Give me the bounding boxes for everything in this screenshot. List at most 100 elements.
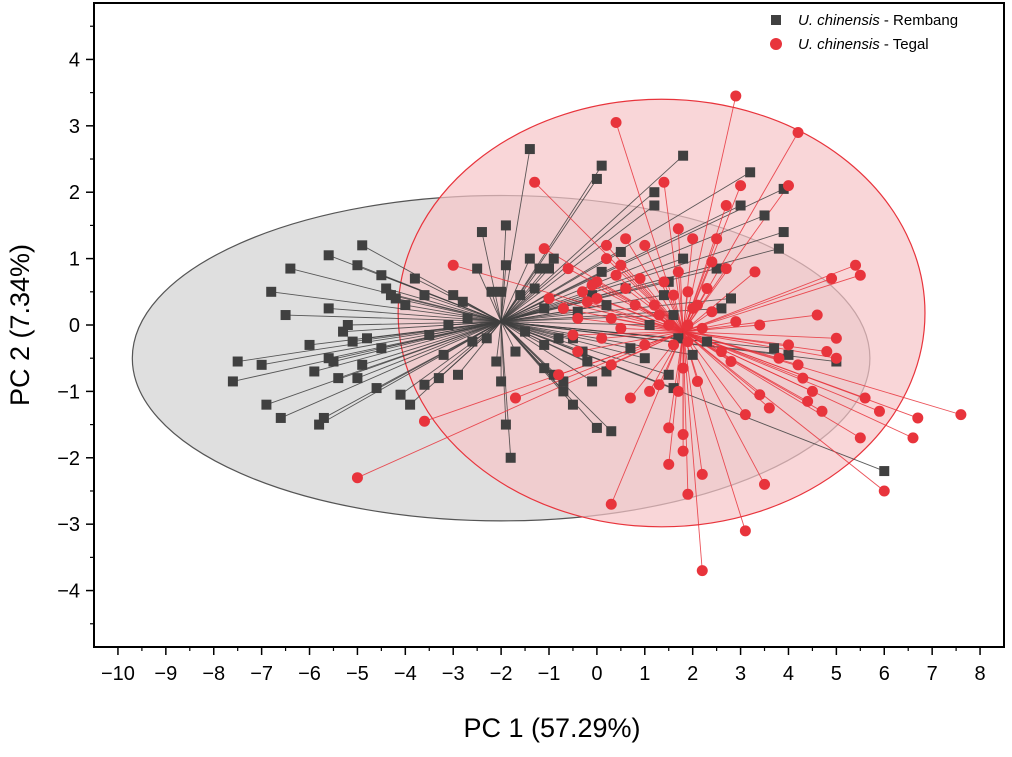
point-rembang [419,290,430,301]
point-rembang [491,356,502,367]
point-rembang [376,270,387,281]
spoke-tegal [683,321,736,333]
point-tegal [811,309,823,321]
x-tick-label: 3 [735,663,746,685]
point-tegal [663,319,675,331]
spoke-rembang [500,321,512,458]
point-rembang [357,359,368,370]
point-rembang [644,320,655,330]
point-tegal [639,339,651,351]
y-tick-label: −2 [57,448,80,470]
point-rembang [529,283,540,294]
point-tegal [634,273,646,285]
spoke-tegal [620,264,684,332]
point-tegal [509,392,521,404]
point-tegal [600,239,612,251]
point-tegal [605,498,617,510]
point-tegal [859,392,871,404]
point-tegal [701,282,713,294]
point-tegal [725,356,737,368]
spoke-tegal [610,331,684,505]
point-rembang [582,356,593,367]
point-rembang [587,290,598,301]
point-tegal [850,259,862,271]
point-rembang [745,167,756,178]
point-rembang [515,290,526,301]
spoke-rembang [314,321,502,372]
spoke-rembang [386,288,502,323]
x-tick-label: −9 [154,663,177,685]
point-tegal [706,256,718,268]
spoke-rembang [467,317,502,323]
point-rembang [500,260,511,271]
point-rembang [510,346,521,357]
spoke-rembang [500,205,655,323]
point-rembang [783,349,794,360]
spoke-tegal [683,324,760,333]
point-rembang [462,313,473,324]
point-tegal [615,322,627,334]
spoke-tegal [682,238,694,332]
point-tegal [624,392,636,404]
point-tegal [739,525,751,537]
point-tegal [658,176,670,188]
point-tegal [577,286,589,298]
point-rembang [759,210,770,221]
point-tegal [639,239,651,251]
point-tegal [653,379,665,391]
point-rembang [496,286,507,297]
point-rembang [333,373,344,384]
point-rembang [778,227,789,238]
point-rembang [591,422,602,433]
point-tegal [854,432,866,444]
point-rembang [261,399,272,410]
point-tegal [682,336,694,348]
point-rembang [673,333,684,344]
spoke-tegal [682,331,703,475]
point-rembang [443,320,454,330]
point-rembang [256,359,267,370]
point-tegal [677,445,689,457]
point-rembang [342,320,353,330]
point-tegal [596,332,608,344]
point-rembang [266,286,277,297]
x-axis-title: PC 1 (57.29%) [463,713,640,743]
point-tegal [351,472,363,484]
spoke-rembang [395,298,502,323]
y-axis-ticks: −4 −3 −2 −1 0 1 2 3 4 [57,25,94,625]
x-tick-label: −5 [346,663,369,685]
point-tegal [802,395,814,407]
point-tegal [773,352,785,364]
point-rembang [572,306,583,317]
point-rembang [338,326,349,337]
point-rembang [539,303,550,314]
spoke-tegal [682,271,756,332]
point-rembang [678,150,689,161]
point-tegal [591,292,603,304]
point-rembang [476,227,487,238]
point-tegal [912,412,924,424]
point-rembang [596,266,607,277]
spoke-rembang [500,321,885,472]
x-tick-label: −10 [101,663,135,685]
point-tegal [759,478,771,490]
point-tegal [672,223,684,235]
point-tegal [878,485,890,497]
point-rembang [453,369,463,380]
point-rembang [400,300,411,311]
point-rembang [663,369,674,380]
point-tegal [754,319,766,331]
x-tick-label: 5 [831,663,842,685]
point-rembang [357,240,368,251]
point-tegal [782,339,794,351]
point-tegal [648,299,660,311]
point-rembang [735,200,746,211]
spoke-rembang [481,231,502,322]
x-tick-label: −6 [298,663,321,685]
point-tegal [830,352,842,364]
point-rembang [371,383,382,394]
point-tegal [668,289,680,301]
point-tegal [553,369,565,381]
point-rembang [467,336,478,347]
spoke-tegal [515,331,684,399]
